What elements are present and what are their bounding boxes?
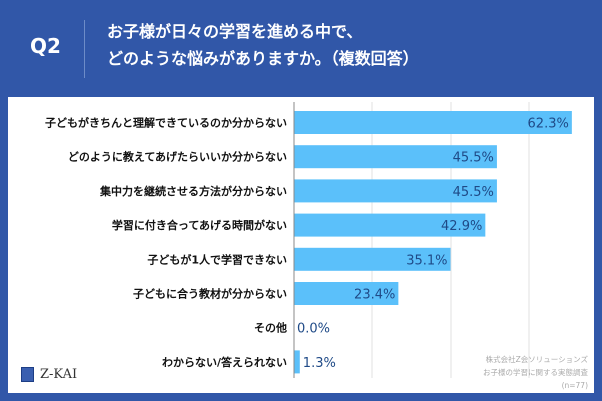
category-label: 学習に付き合ってあげる時間がない [112, 218, 287, 232]
title-line-2: どのような悩みがありますか。（複数回答） [107, 49, 419, 68]
logo-text: Z-KAI [40, 367, 78, 382]
value-label: 23.4% [354, 288, 395, 303]
value-label: 0.0% [297, 322, 330, 337]
category-label: 集中力を継続させる方法が分からない [99, 184, 287, 198]
bar [294, 247, 451, 271]
bar [294, 145, 497, 169]
bar [294, 179, 497, 203]
z-kai-logo: Z-KAI [21, 367, 77, 382]
bar [294, 111, 572, 134]
title-line-1: お子様が日々の学習を進める中で、 [107, 22, 363, 41]
logo-mark-icon [21, 367, 34, 382]
value-label: 45.5% [453, 151, 494, 166]
value-label: 1.3% [303, 356, 336, 371]
value-label: 45.5% [453, 185, 494, 200]
category-label: どのように教えてあげたらいいか分からない [68, 150, 287, 164]
header-divider [84, 20, 85, 78]
category-label: 子どもがきちんと理解できているのか分からない [45, 116, 287, 130]
question-number: Q2 [30, 34, 61, 58]
sample-size: (n=77) [561, 381, 588, 390]
bar [294, 213, 486, 237]
value-label: 62.3% [528, 117, 569, 132]
value-label: 35.1% [406, 253, 447, 268]
source-note: 株式会社Z会ソリューションズ お子様の学習に関する実態調査 (n=77) [483, 353, 588, 392]
category-label: 子どもに合う教材が分からない [133, 287, 287, 301]
bar [294, 350, 300, 374]
value-label: 42.9% [441, 219, 482, 234]
category-label: 子どもが1人で学習できない [147, 252, 287, 266]
source-company: 株式会社Z会ソリューションズ [485, 355, 588, 364]
bar [294, 282, 399, 305]
category-label: その他 [254, 321, 287, 335]
question-title: お子様が日々の学習を進める中で、 どのような悩みがありますか。（複数回答） [107, 18, 419, 72]
source-survey: お子様の学習に関する実態調査 [483, 368, 588, 377]
category-label: わからない/答えられない [162, 355, 287, 369]
